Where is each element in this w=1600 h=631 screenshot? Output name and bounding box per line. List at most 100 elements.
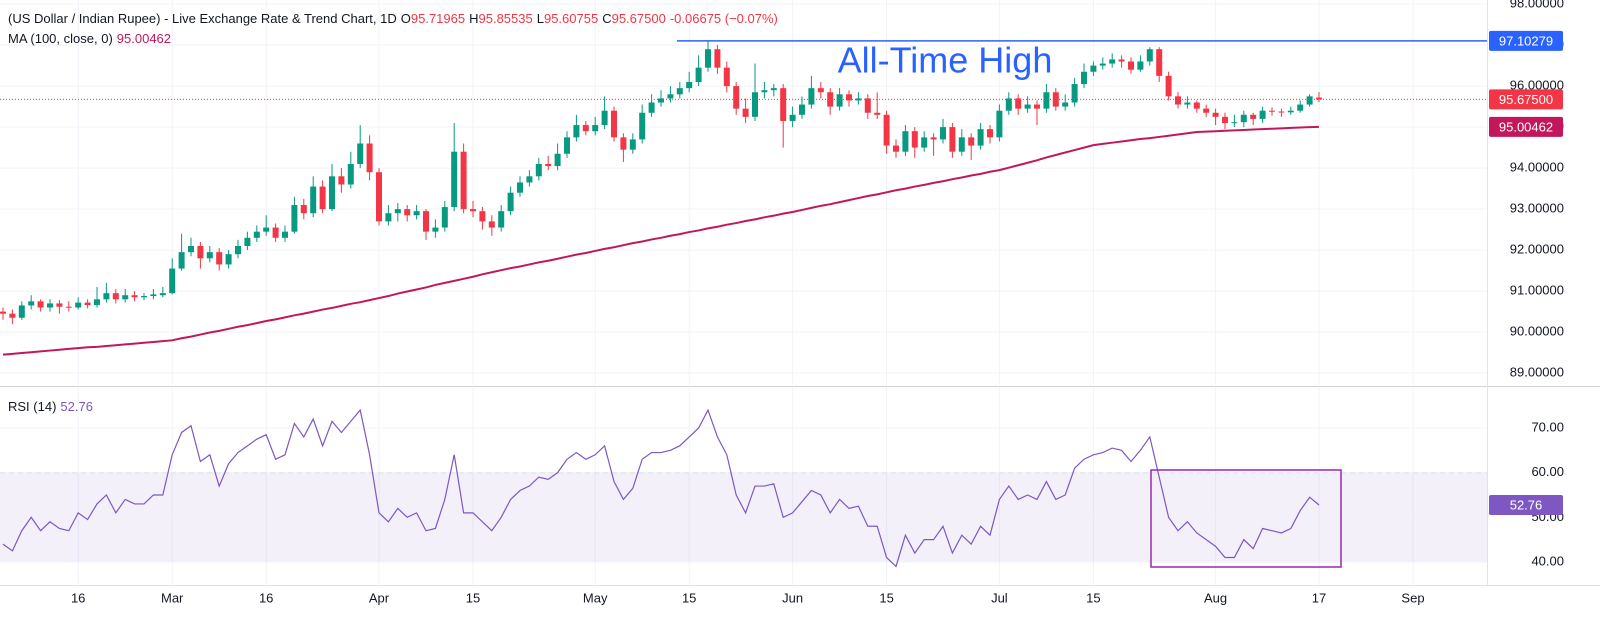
candle-body bbox=[300, 205, 307, 214]
legend-value: -0.06675 (−0.07%) bbox=[669, 11, 778, 26]
candle-body bbox=[1034, 104, 1040, 109]
rsi-value-label-bg bbox=[1489, 494, 1563, 515]
ma-legend-value: 95.00462 bbox=[116, 31, 172, 46]
rsi-legend-name: RSI (14) bbox=[8, 399, 57, 414]
legend-value: 95.60755 bbox=[543, 11, 599, 26]
candle-body bbox=[338, 176, 345, 185]
candle-body bbox=[545, 164, 552, 167]
candle-body bbox=[526, 176, 533, 183]
candle-body bbox=[1024, 104, 1031, 109]
candle-body bbox=[169, 268, 176, 294]
x-tick-label: Mar bbox=[161, 590, 184, 605]
candle-body bbox=[1203, 108, 1210, 113]
candle-body bbox=[376, 172, 382, 222]
candle-body bbox=[122, 295, 129, 300]
rsi-value-label: 52.76 bbox=[1510, 497, 1543, 512]
candle-body bbox=[56, 303, 63, 307]
candle-body bbox=[667, 94, 674, 99]
x-tick-label: 15 bbox=[682, 590, 696, 605]
x-tick-label: Jun bbox=[782, 590, 803, 605]
candle-body bbox=[1250, 114, 1257, 119]
candle-body bbox=[9, 313, 16, 318]
plot-layer: All-Time High bbox=[0, 39, 1487, 568]
candle-body bbox=[949, 127, 956, 152]
candle-body bbox=[620, 137, 627, 150]
candle-body bbox=[244, 237, 251, 247]
y-tick-label: 98.00000 bbox=[1510, 0, 1564, 11]
candle-body bbox=[263, 227, 270, 232]
candle-body bbox=[1184, 102, 1191, 105]
candle-body bbox=[75, 302, 82, 308]
candle-body bbox=[159, 293, 166, 296]
candle-body bbox=[1156, 49, 1163, 76]
candle-body bbox=[996, 110, 1003, 138]
candle-body bbox=[178, 252, 185, 269]
x-tick-label: Apr bbox=[369, 590, 390, 605]
candle-body bbox=[752, 92, 758, 117]
candle-body bbox=[864, 98, 871, 113]
candle-body bbox=[629, 139, 636, 150]
candle-body bbox=[1137, 61, 1144, 70]
candle-body bbox=[141, 296, 147, 298]
legend-key: L bbox=[536, 11, 544, 26]
candle-body bbox=[1259, 110, 1266, 119]
candle-body bbox=[723, 67, 730, 87]
moving-average bbox=[2, 125, 1320, 356]
legend-value: 95.67500 bbox=[611, 11, 666, 26]
candle-body bbox=[1165, 75, 1172, 97]
rsi-legend-value: 52.76 bbox=[60, 399, 93, 414]
candle-body bbox=[780, 88, 787, 121]
ma-price-label: 95.00462 bbox=[1499, 119, 1553, 134]
candle-body bbox=[695, 67, 702, 83]
candle-body bbox=[1052, 92, 1059, 107]
annotation-text: All-Time High bbox=[838, 39, 1053, 80]
rsi-line bbox=[2, 408, 1320, 568]
candle-body bbox=[470, 209, 476, 212]
candle-body bbox=[930, 137, 937, 140]
candle-body bbox=[150, 294, 157, 297]
candle-body bbox=[1005, 98, 1012, 111]
candle-body bbox=[329, 176, 335, 210]
x-tick-label: 16 bbox=[259, 590, 273, 605]
candle-body bbox=[131, 295, 138, 298]
y-tick-label: 91.00000 bbox=[1510, 283, 1564, 298]
candle-body bbox=[968, 137, 975, 146]
candle-body bbox=[817, 88, 824, 93]
candle-body bbox=[451, 151, 458, 208]
candle-body bbox=[441, 207, 448, 228]
candle-body bbox=[1306, 96, 1313, 105]
candle-body bbox=[808, 88, 815, 105]
candle-body bbox=[18, 305, 25, 318]
candle-body bbox=[1099, 63, 1106, 66]
grid-layer bbox=[0, 0, 1487, 585]
candle-body bbox=[676, 88, 683, 95]
last-price-label: 95.67500 bbox=[1499, 92, 1553, 107]
x-tick-label: 15 bbox=[1086, 590, 1100, 605]
candle-body bbox=[1212, 112, 1219, 117]
candle-body bbox=[1222, 116, 1228, 124]
x-tick-label: 17 bbox=[1312, 590, 1326, 605]
candle-body bbox=[789, 114, 796, 121]
candle-body bbox=[188, 246, 194, 253]
candle-body bbox=[1062, 102, 1069, 107]
candle-body bbox=[112, 293, 119, 300]
candle-body bbox=[291, 205, 298, 232]
candle-body bbox=[1297, 104, 1304, 111]
ma-price-label-bg bbox=[1489, 116, 1563, 137]
candle-body bbox=[1278, 111, 1285, 113]
candle-body bbox=[874, 112, 881, 115]
candle-body bbox=[517, 182, 523, 193]
candle-body bbox=[498, 211, 505, 228]
candle-body bbox=[310, 186, 317, 214]
candle-body bbox=[573, 125, 580, 138]
chart-title: (US Dollar / Indian Rupee) - Live Exchan… bbox=[8, 11, 397, 26]
candle-body bbox=[282, 231, 288, 238]
candle-body bbox=[253, 231, 260, 238]
candle-body bbox=[423, 211, 429, 232]
candle-body bbox=[413, 211, 420, 216]
legend-value: 95.71965 bbox=[410, 11, 466, 26]
candle-body bbox=[404, 209, 411, 216]
candle-body bbox=[84, 302, 91, 306]
candle-body bbox=[37, 301, 44, 308]
